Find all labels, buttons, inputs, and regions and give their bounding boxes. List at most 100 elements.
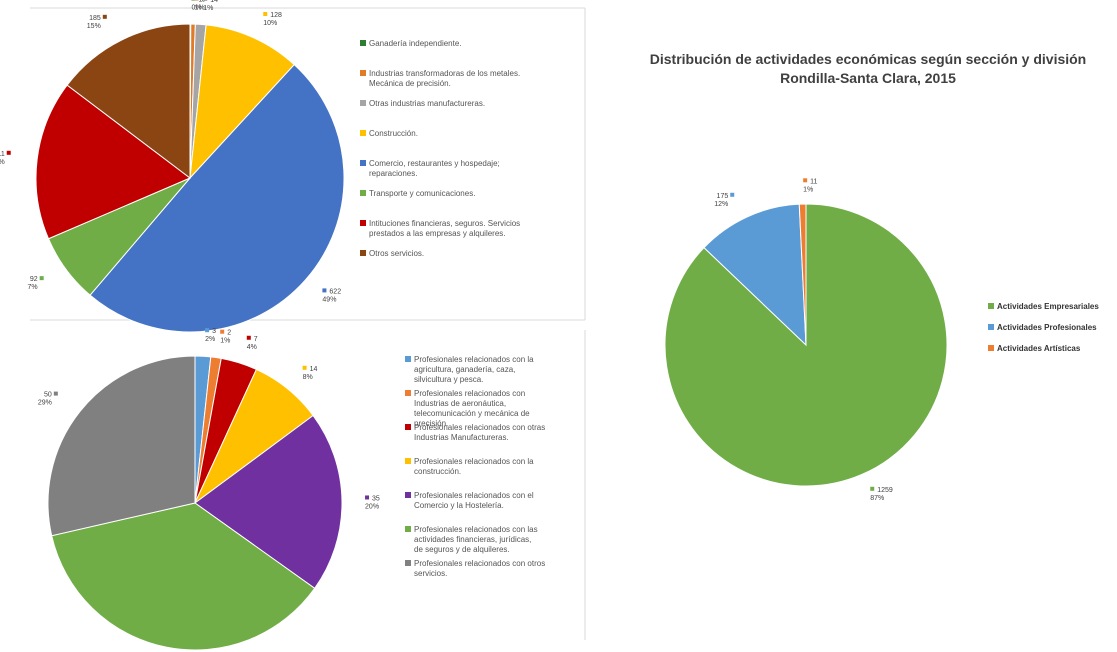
legend-entry: Actividades Artísticas xyxy=(997,344,1081,353)
legend-entry: Actividades Profesionales xyxy=(997,323,1097,332)
data-label-value: 1259 xyxy=(877,487,893,494)
legend-swatch xyxy=(360,250,366,256)
legend-swatch xyxy=(988,324,994,330)
legend-swatch xyxy=(360,220,366,226)
legend-swatch xyxy=(405,492,411,498)
data-label-value: 1 xyxy=(198,0,202,3)
data-label-value: 92 xyxy=(30,276,38,283)
data-label-percent: 2% xyxy=(205,336,215,343)
legend-entry: Profesionales relacionados con la constru… xyxy=(414,457,534,476)
pie-slice xyxy=(66,23,191,180)
data-label-percent: 17% xyxy=(0,159,5,166)
data-label-value: 622 xyxy=(329,288,341,295)
legend-swatch xyxy=(360,100,366,106)
legend-swatch xyxy=(360,160,366,166)
legend-swatch xyxy=(405,424,411,430)
pie-chart-distribucion-total: Distribución de actividades económicas s… xyxy=(650,51,1100,502)
data-label-percent: 10% xyxy=(263,20,277,27)
data-label-percent: 20% xyxy=(365,503,379,510)
legend-entry: Profesionales relacionados con la agricul… xyxy=(414,355,534,384)
data-label-marker xyxy=(6,150,11,155)
data-label-value: 11 xyxy=(810,178,817,185)
data-label-marker xyxy=(203,0,208,1)
legend-entry: Profesionales relacionados con las activi… xyxy=(414,525,538,554)
chart-subtitle: Rondilla-Santa Clara, 2015 xyxy=(780,70,956,86)
legend-swatch xyxy=(360,40,366,46)
legend-entry: Construcción. xyxy=(369,129,418,138)
data-label-percent: 1% xyxy=(195,4,205,11)
data-label-percent: 1% xyxy=(203,5,213,12)
data-label-marker xyxy=(53,391,58,396)
data-label-percent: 87% xyxy=(870,495,884,502)
data-label-marker xyxy=(205,328,210,333)
pie-slice xyxy=(703,203,807,347)
data-label-percent: 4% xyxy=(247,344,257,351)
data-label-marker xyxy=(870,486,875,491)
data-label-percent: 1% xyxy=(220,338,230,345)
legend-swatch xyxy=(405,560,411,566)
legend-swatch xyxy=(360,70,366,76)
data-label-value: 14 xyxy=(210,0,218,4)
legend-entry: Industrias transformadoras de los metale… xyxy=(369,69,520,88)
data-label-value: 185 xyxy=(89,15,101,22)
pie-slice xyxy=(189,24,295,180)
legend-entry: Profesionales relacionados con otras Indu… xyxy=(414,423,545,442)
data-label-marker xyxy=(246,335,251,340)
legend-swatch xyxy=(405,526,411,532)
data-label-marker xyxy=(102,14,107,19)
pie-slice xyxy=(51,502,316,651)
data-label-percent: 0% xyxy=(191,4,201,11)
legend-swatch xyxy=(988,345,994,351)
data-label-percent: 8% xyxy=(303,374,313,381)
legend-entry: Transporte y comunicaciones. xyxy=(369,189,475,198)
data-label-value: 35 xyxy=(372,495,380,502)
legend-entry: Actividades Empresariales xyxy=(997,302,1099,311)
legend-entry: Ganadería independiente. xyxy=(369,39,462,48)
legend-entry: Profesionales relacionados con otros serv… xyxy=(414,559,545,578)
data-label-percent: 7% xyxy=(28,284,38,291)
data-label-marker xyxy=(263,12,268,17)
data-label-marker xyxy=(322,288,327,293)
legend-swatch xyxy=(405,458,411,464)
legend-swatch xyxy=(405,356,411,362)
data-label-marker xyxy=(39,276,44,281)
legend-swatch xyxy=(360,190,366,196)
data-label-value: 6 xyxy=(202,0,206,3)
data-label-value: 50 xyxy=(44,392,52,399)
data-label-marker xyxy=(803,178,808,183)
data-label-percent: 15% xyxy=(87,23,101,30)
data-label-marker xyxy=(220,329,225,334)
chart-title: Distribución de actividades económicas s… xyxy=(650,51,1086,67)
data-label-value: 3 xyxy=(212,328,216,335)
legend-entry: Otras industrias manufactureras. xyxy=(369,99,485,108)
data-label-value: 211 xyxy=(0,151,5,158)
pie-slice xyxy=(47,355,196,537)
data-label-marker xyxy=(302,365,307,370)
data-label-value: 7 xyxy=(254,336,258,343)
legend-entry: Comercio, restaurantes y hospedaje; repar… xyxy=(369,159,500,178)
data-label-percent: 49% xyxy=(322,296,336,303)
data-label-value: 14 xyxy=(310,366,318,373)
data-label-value: 2 xyxy=(227,330,231,337)
data-label-value: 128 xyxy=(270,12,282,19)
data-label-percent: 12% xyxy=(714,201,728,208)
data-label-marker xyxy=(730,192,735,197)
pie-slice xyxy=(89,63,345,333)
data-label-percent: 29% xyxy=(38,400,52,407)
legend-entry: Intituciones financieras, seguros. Servi… xyxy=(369,219,520,238)
legend-swatch xyxy=(405,390,411,396)
data-label-marker xyxy=(365,495,370,500)
data-label-percent: 1% xyxy=(803,186,813,193)
legend-entry: Otros servicios. xyxy=(369,249,424,258)
pie-slice xyxy=(35,84,191,240)
pie-slice xyxy=(664,203,948,487)
pie-slice xyxy=(194,414,343,590)
pie-slice xyxy=(798,203,807,346)
legend-entry: Profesionales relacionados con Industrias… xyxy=(414,389,530,428)
data-label-value: 175 xyxy=(717,193,729,200)
legend-entry: Profesionales relacionados con el Comerci… xyxy=(414,491,534,510)
legend-swatch xyxy=(988,303,994,309)
